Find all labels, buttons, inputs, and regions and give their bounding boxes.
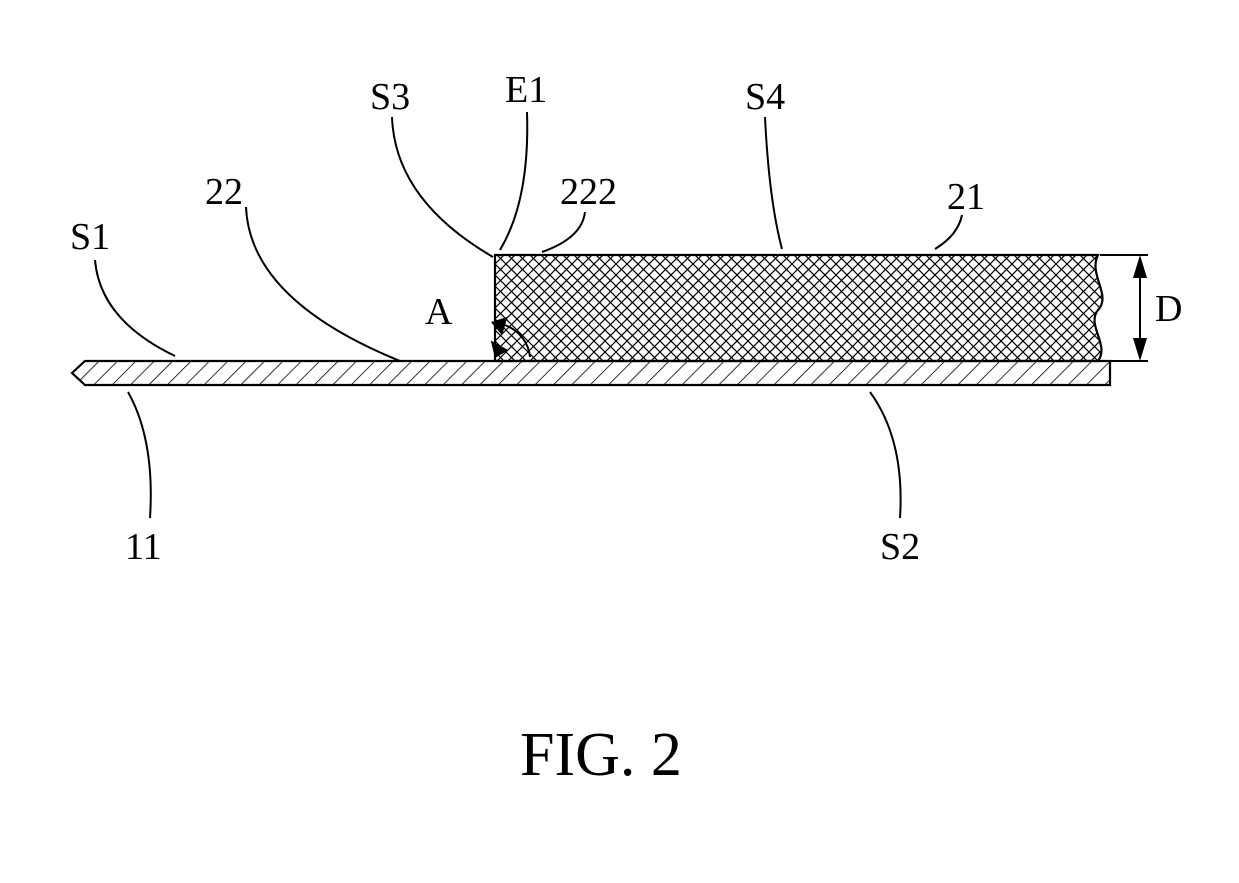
label-D: D: [1155, 287, 1182, 331]
leader-S3: [392, 117, 493, 257]
leader-S2: [870, 392, 901, 518]
label-S3: S3: [370, 75, 410, 119]
leader-E1: [500, 112, 527, 250]
label-11: 11: [125, 525, 162, 569]
label-22: 22: [205, 170, 243, 214]
substrate-shape: [72, 361, 1110, 385]
label-222: 222: [560, 170, 617, 214]
label-E1: E1: [505, 68, 547, 112]
leader-S4: [765, 117, 782, 249]
label-A: A: [425, 290, 452, 334]
leader-222: [542, 212, 585, 252]
leader-21: [935, 215, 962, 249]
figure-container: S1 S2 S3 S4 E1 11 21 22 222 A D FIG. 2: [0, 0, 1239, 883]
figure-caption: FIG. 2: [520, 720, 682, 791]
label-S4: S4: [745, 75, 785, 119]
upper-layer-shape: [495, 255, 1103, 361]
leader-S1: [95, 260, 175, 356]
label-S1: S1: [70, 215, 110, 259]
dimension-D: [1133, 255, 1147, 361]
label-S2: S2: [880, 525, 920, 569]
leader-22: [246, 207, 400, 361]
label-21: 21: [947, 175, 985, 219]
leader-11: [128, 392, 151, 518]
